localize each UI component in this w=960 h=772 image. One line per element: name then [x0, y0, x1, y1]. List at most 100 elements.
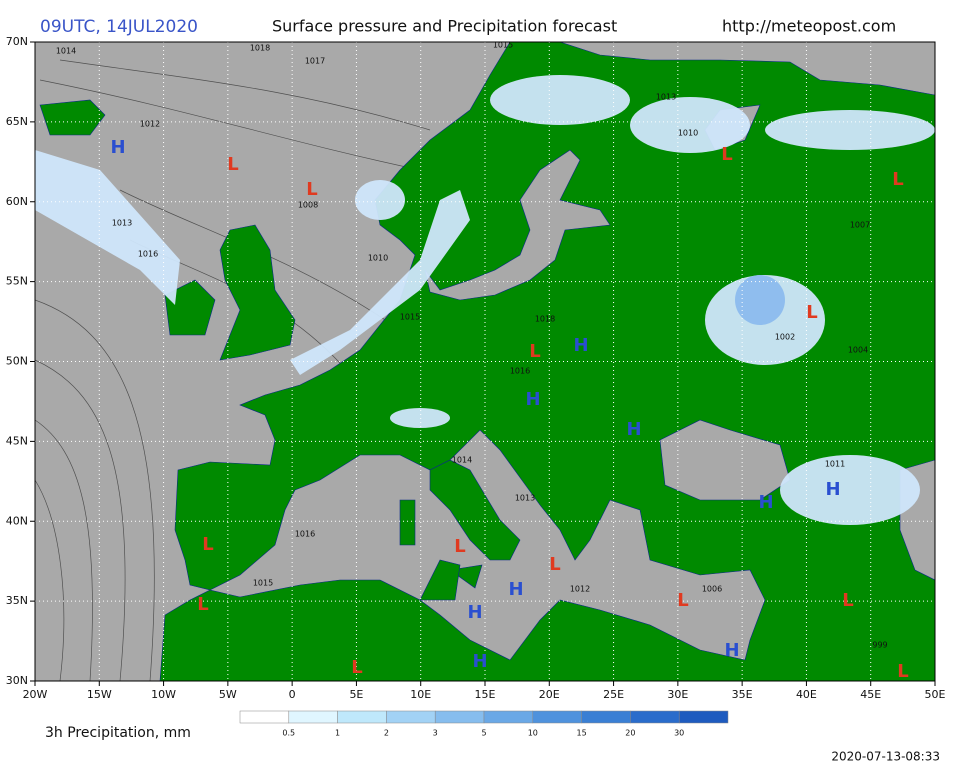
- isobar-label: 1002: [775, 333, 795, 342]
- colorbar-tick-label: 20: [625, 729, 635, 738]
- colorbar-bin: [532, 710, 582, 724]
- lat-tick-label: 60N: [6, 195, 28, 208]
- timestamp: 2020-07-13-08:33: [831, 750, 940, 764]
- colorbar-bin: [434, 710, 485, 724]
- isobar-label: 1013: [112, 219, 132, 228]
- isobar-label: 1015: [493, 41, 513, 50]
- colorbar-tick-label: 2: [384, 729, 389, 738]
- map-area: 1014 1018 1017 1015 1012 1013 1016 1008 1010 1015…: [35, 41, 935, 682]
- italy: [429, 459, 521, 561]
- isobar-label: 1013: [656, 93, 676, 102]
- lat-tick-label: 65N: [6, 115, 28, 128]
- pressure-center: L: [897, 661, 908, 682]
- sardinia: [399, 499, 416, 546]
- baltic-sea: [424, 149, 611, 301]
- isobar-label: 1006: [702, 585, 722, 594]
- colorbar-bin: [337, 710, 387, 724]
- colorbar-bin: [581, 710, 631, 724]
- colorbar-bin: [288, 710, 338, 724]
- pressure-center: L: [202, 534, 213, 555]
- great-britain: [219, 224, 296, 361]
- isobar-label: 1016: [295, 530, 315, 539]
- isobar-label: 1011: [825, 460, 845, 469]
- lon-tick-label: 5W: [219, 688, 237, 701]
- pressure-center: L: [892, 169, 903, 190]
- forecast-time: 09UTC, 14JUL2020: [40, 17, 198, 37]
- pressure-center: L: [227, 154, 238, 175]
- tunisia: [419, 559, 461, 601]
- isobar-label: 1016: [138, 250, 158, 259]
- pressure-center: H: [758, 492, 773, 513]
- colorbar-tick-label: 0.5: [282, 729, 295, 738]
- colorbar-tick-label: 1: [335, 729, 340, 738]
- isobar-label: 1017: [305, 57, 325, 66]
- legend-label: 3h Precipitation, mm: [45, 725, 191, 741]
- lon-tick-label: 35E: [732, 688, 753, 701]
- pressure-center: L: [806, 302, 817, 323]
- pressure-center: L: [306, 179, 317, 200]
- isobar-label: 1013: [515, 494, 535, 503]
- pressure-center: L: [677, 590, 688, 611]
- isobar-label: 1004: [848, 346, 868, 355]
- isobar-label: 1014: [452, 456, 472, 465]
- map-labels: 1014 1018 1017 1015 1012 1013 1016 1008 1010 1015…: [56, 41, 909, 682]
- iceland: [39, 99, 106, 136]
- map-axes: 20W 15W 10W 5W 0 5E 10E 15E 20E 25E 30E 35E 40E 45E 50…: [6, 35, 946, 701]
- pressure-center: L: [529, 341, 540, 362]
- pressure-center: H: [472, 651, 487, 672]
- pressure-center: H: [573, 335, 588, 356]
- source-url: http://meteopost.com: [722, 17, 896, 36]
- colorbar-bin: [678, 710, 729, 724]
- graticule: [35, 42, 935, 681]
- pressure-center: L: [351, 657, 362, 678]
- colorbar: 0.5 1 2 3 5 10 15 20 30: [239, 710, 729, 738]
- isobar-label: 1018: [250, 44, 270, 53]
- isobar-label: 1015: [400, 313, 420, 322]
- lat-tick-label: 70N: [6, 35, 28, 48]
- colorbar-bin: [630, 710, 680, 724]
- isobar-label: 1007: [850, 221, 870, 230]
- lat-tick-label: 55N: [6, 275, 28, 288]
- isobar-label: 1014: [56, 47, 76, 56]
- colorbar-tick-label: 10: [528, 729, 538, 738]
- lon-tick-label: 0: [289, 688, 296, 701]
- isobar-label: 999: [872, 641, 887, 650]
- lon-tick-label: 10W: [151, 688, 176, 701]
- isobar-label: 1010: [368, 254, 388, 263]
- lon-tick-label: 40E: [796, 688, 817, 701]
- pressure-center: H: [467, 602, 482, 623]
- pressure-center: L: [454, 536, 465, 557]
- lon-tick-label: 15E: [475, 688, 496, 701]
- pressure-center: H: [525, 389, 540, 410]
- barents-sea: [559, 42, 935, 96]
- pressure-center: H: [508, 579, 523, 600]
- lat-tick-label: 50N: [6, 355, 28, 368]
- pressure-center: H: [110, 137, 125, 158]
- isobar-label: 1016: [510, 367, 530, 376]
- ireland: [164, 279, 216, 336]
- precipitation: [35, 75, 935, 525]
- pressure-center: L: [549, 554, 560, 575]
- pressure-center: L: [842, 590, 853, 611]
- lon-tick-label: 45E: [860, 688, 881, 701]
- colorbar-bin: [239, 710, 290, 724]
- isobar-label: 1010: [678, 129, 698, 138]
- colorbar-tick-label: 3: [433, 729, 438, 738]
- lon-tick-label: 15W: [87, 688, 112, 701]
- colorbar-tick-label: 15: [577, 729, 587, 738]
- pressure-center: H: [724, 640, 739, 661]
- lon-tick-label: 20E: [539, 688, 560, 701]
- lon-tick-label: 50E: [925, 688, 946, 701]
- lat-tick-label: 35N: [6, 594, 28, 607]
- isobar-label: 1008: [298, 201, 318, 210]
- colorbar-bin: [483, 710, 534, 724]
- pressure-center: L: [721, 144, 732, 165]
- lon-tick-label: 30E: [667, 688, 688, 701]
- lon-tick-label: 20W: [23, 688, 48, 701]
- lon-tick-label: 10E: [410, 688, 431, 701]
- pressure-center: H: [626, 419, 641, 440]
- isobar-label: 1015: [253, 579, 273, 588]
- lat-tick-label: 40N: [6, 514, 28, 527]
- map-title: Surface pressure and Precipitation forec…: [272, 17, 617, 36]
